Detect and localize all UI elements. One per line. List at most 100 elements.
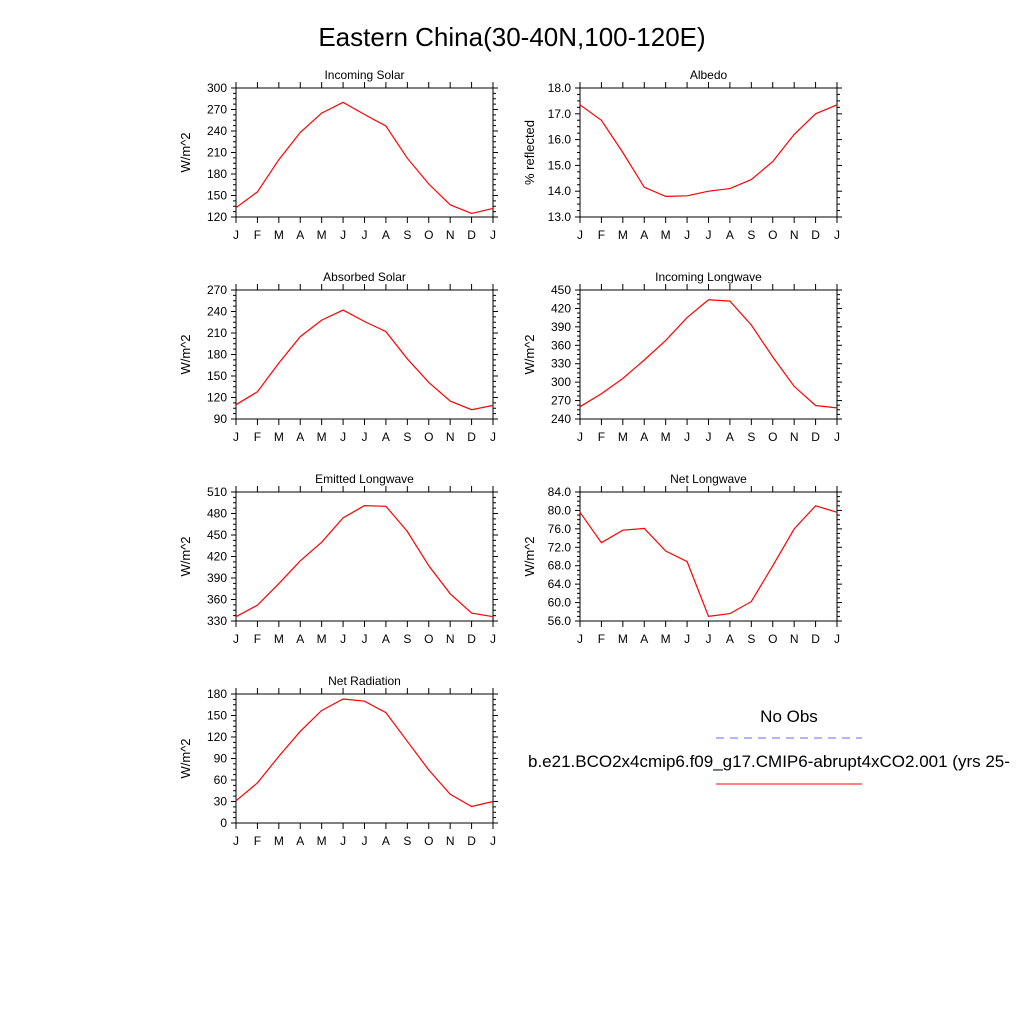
y-axis-label: W/m^2	[522, 334, 537, 374]
y-tick-label: 420	[551, 301, 571, 315]
x-tick-label: M	[661, 430, 671, 444]
y-tick-label: 84.0	[548, 485, 572, 499]
x-tick-label: M	[618, 430, 628, 444]
x-tick-label: J	[362, 632, 368, 646]
y-tick-label: 360	[207, 593, 227, 607]
x-tick-label: F	[254, 834, 261, 848]
panel-title: Emitted Longwave	[315, 472, 414, 486]
y-tick-label: 60.0	[548, 596, 572, 610]
series-line	[235, 101, 494, 215]
x-tick-label: J	[577, 430, 583, 444]
y-axis-label: W/m^2	[178, 536, 193, 576]
x-tick-label: M	[274, 632, 284, 646]
x-tick-label: A	[382, 430, 390, 444]
x-tick-label: M	[317, 430, 327, 444]
x-tick-label: D	[811, 430, 820, 444]
y-tick-label: 60	[214, 773, 228, 787]
y-tick-label: 270	[207, 283, 227, 297]
x-tick-label: A	[726, 430, 734, 444]
x-tick-label: A	[296, 834, 304, 848]
x-tick-label: M	[317, 228, 327, 242]
x-tick-label: M	[661, 228, 671, 242]
y-tick-label: 120	[207, 730, 227, 744]
y-axis-label: % reflected	[522, 120, 537, 185]
x-tick-label: J	[362, 228, 368, 242]
y-tick-label: 510	[207, 485, 227, 499]
x-tick-label: F	[254, 430, 261, 444]
x-tick-label: J	[706, 632, 712, 646]
x-tick-label: D	[467, 228, 476, 242]
y-tick-label: 300	[207, 81, 227, 95]
x-tick-label: M	[274, 430, 284, 444]
legend: No Obs b.e21.BCO2x4cmip6.f09_g17.CMIP6-a…	[528, 707, 1010, 785]
x-tick-label: A	[640, 228, 648, 242]
x-tick-label: F	[598, 632, 605, 646]
x-tick-label: F	[254, 632, 261, 646]
y-tick-label: 90	[214, 412, 228, 426]
x-tick-label: J	[834, 430, 840, 444]
y-tick-label: 420	[207, 550, 227, 564]
x-tick-label: A	[296, 430, 304, 444]
x-tick-label: S	[747, 430, 755, 444]
x-tick-label: M	[274, 834, 284, 848]
x-tick-label: O	[424, 632, 433, 646]
plot-frame	[579, 289, 838, 420]
panel-title: Incoming Longwave	[655, 270, 762, 284]
x-tick-label: M	[274, 228, 284, 242]
x-tick-label: D	[467, 430, 476, 444]
y-tick-label: 150	[207, 709, 227, 723]
panel-4: Emitted Longwave W/m^2 330 360 390 420 450 480 5…	[178, 472, 498, 646]
x-tick-label: S	[747, 632, 755, 646]
y-tick-label: 64.0	[548, 577, 572, 591]
y-tick-label: 13.0	[548, 210, 572, 224]
y-tick-label: 240	[207, 305, 227, 319]
series-line	[235, 504, 494, 618]
y-tick-label: 180	[207, 167, 227, 181]
series-line	[235, 309, 494, 411]
x-tick-label: D	[467, 632, 476, 646]
legend-model-label: b.e21.BCO2x4cmip6.f09_g17.CMIP6-abrupt4x…	[528, 752, 1010, 771]
y-axis-label: W/m^2	[522, 536, 537, 576]
x-tick-label: J	[706, 430, 712, 444]
x-tick-label: J	[684, 430, 690, 444]
x-tick-label: S	[403, 228, 411, 242]
x-tick-label: J	[490, 632, 496, 646]
x-tick-label: O	[768, 430, 777, 444]
x-tick-label: O	[768, 228, 777, 242]
x-tick-label: A	[640, 632, 648, 646]
x-tick-label: N	[790, 632, 799, 646]
panels: Incoming SolarW/m^2120150180210240270300…	[178, 68, 842, 848]
panel-title: Incoming Solar	[324, 68, 404, 82]
x-tick-label: S	[403, 632, 411, 646]
y-tick-label: 16.0	[548, 133, 572, 147]
y-axis-label: W/m^2	[178, 132, 193, 172]
y-tick-label: 330	[551, 357, 571, 371]
x-tick-label: J	[490, 430, 496, 444]
x-tick-label: J	[340, 430, 346, 444]
x-tick-label: A	[296, 632, 304, 646]
x-tick-label: O	[768, 632, 777, 646]
x-tick-label: J	[362, 430, 368, 444]
y-axis-label: W/m^2	[178, 334, 193, 374]
y-tick-label: 360	[551, 338, 571, 352]
x-tick-label: F	[598, 430, 605, 444]
y-tick-label: 270	[207, 103, 227, 117]
series-line	[579, 505, 838, 618]
x-tick-label: J	[340, 632, 346, 646]
y-tick-label: 180	[207, 348, 227, 362]
y-tick-label: 240	[207, 124, 227, 138]
x-tick-label: J	[233, 228, 239, 242]
y-tick-label: 150	[207, 369, 227, 383]
y-tick-label: 18.0	[548, 81, 572, 95]
panel-5: Net Longwave W/m^2 56.0 60.0 64.0 68.0 72.0 76.…	[522, 472, 842, 646]
series-line	[235, 698, 494, 808]
series-line	[579, 299, 838, 409]
y-tick-label: 14.0	[548, 184, 572, 198]
x-tick-label: N	[790, 430, 799, 444]
y-tick-label: 56.0	[548, 614, 572, 628]
panel-3: Incoming Longwave W/m^2 240 270 300 330 360 390…	[522, 270, 842, 444]
x-tick-label: N	[446, 430, 455, 444]
y-tick-label: 480	[207, 507, 227, 521]
y-tick-label: 17.0	[548, 107, 572, 121]
x-tick-label: M	[618, 228, 628, 242]
